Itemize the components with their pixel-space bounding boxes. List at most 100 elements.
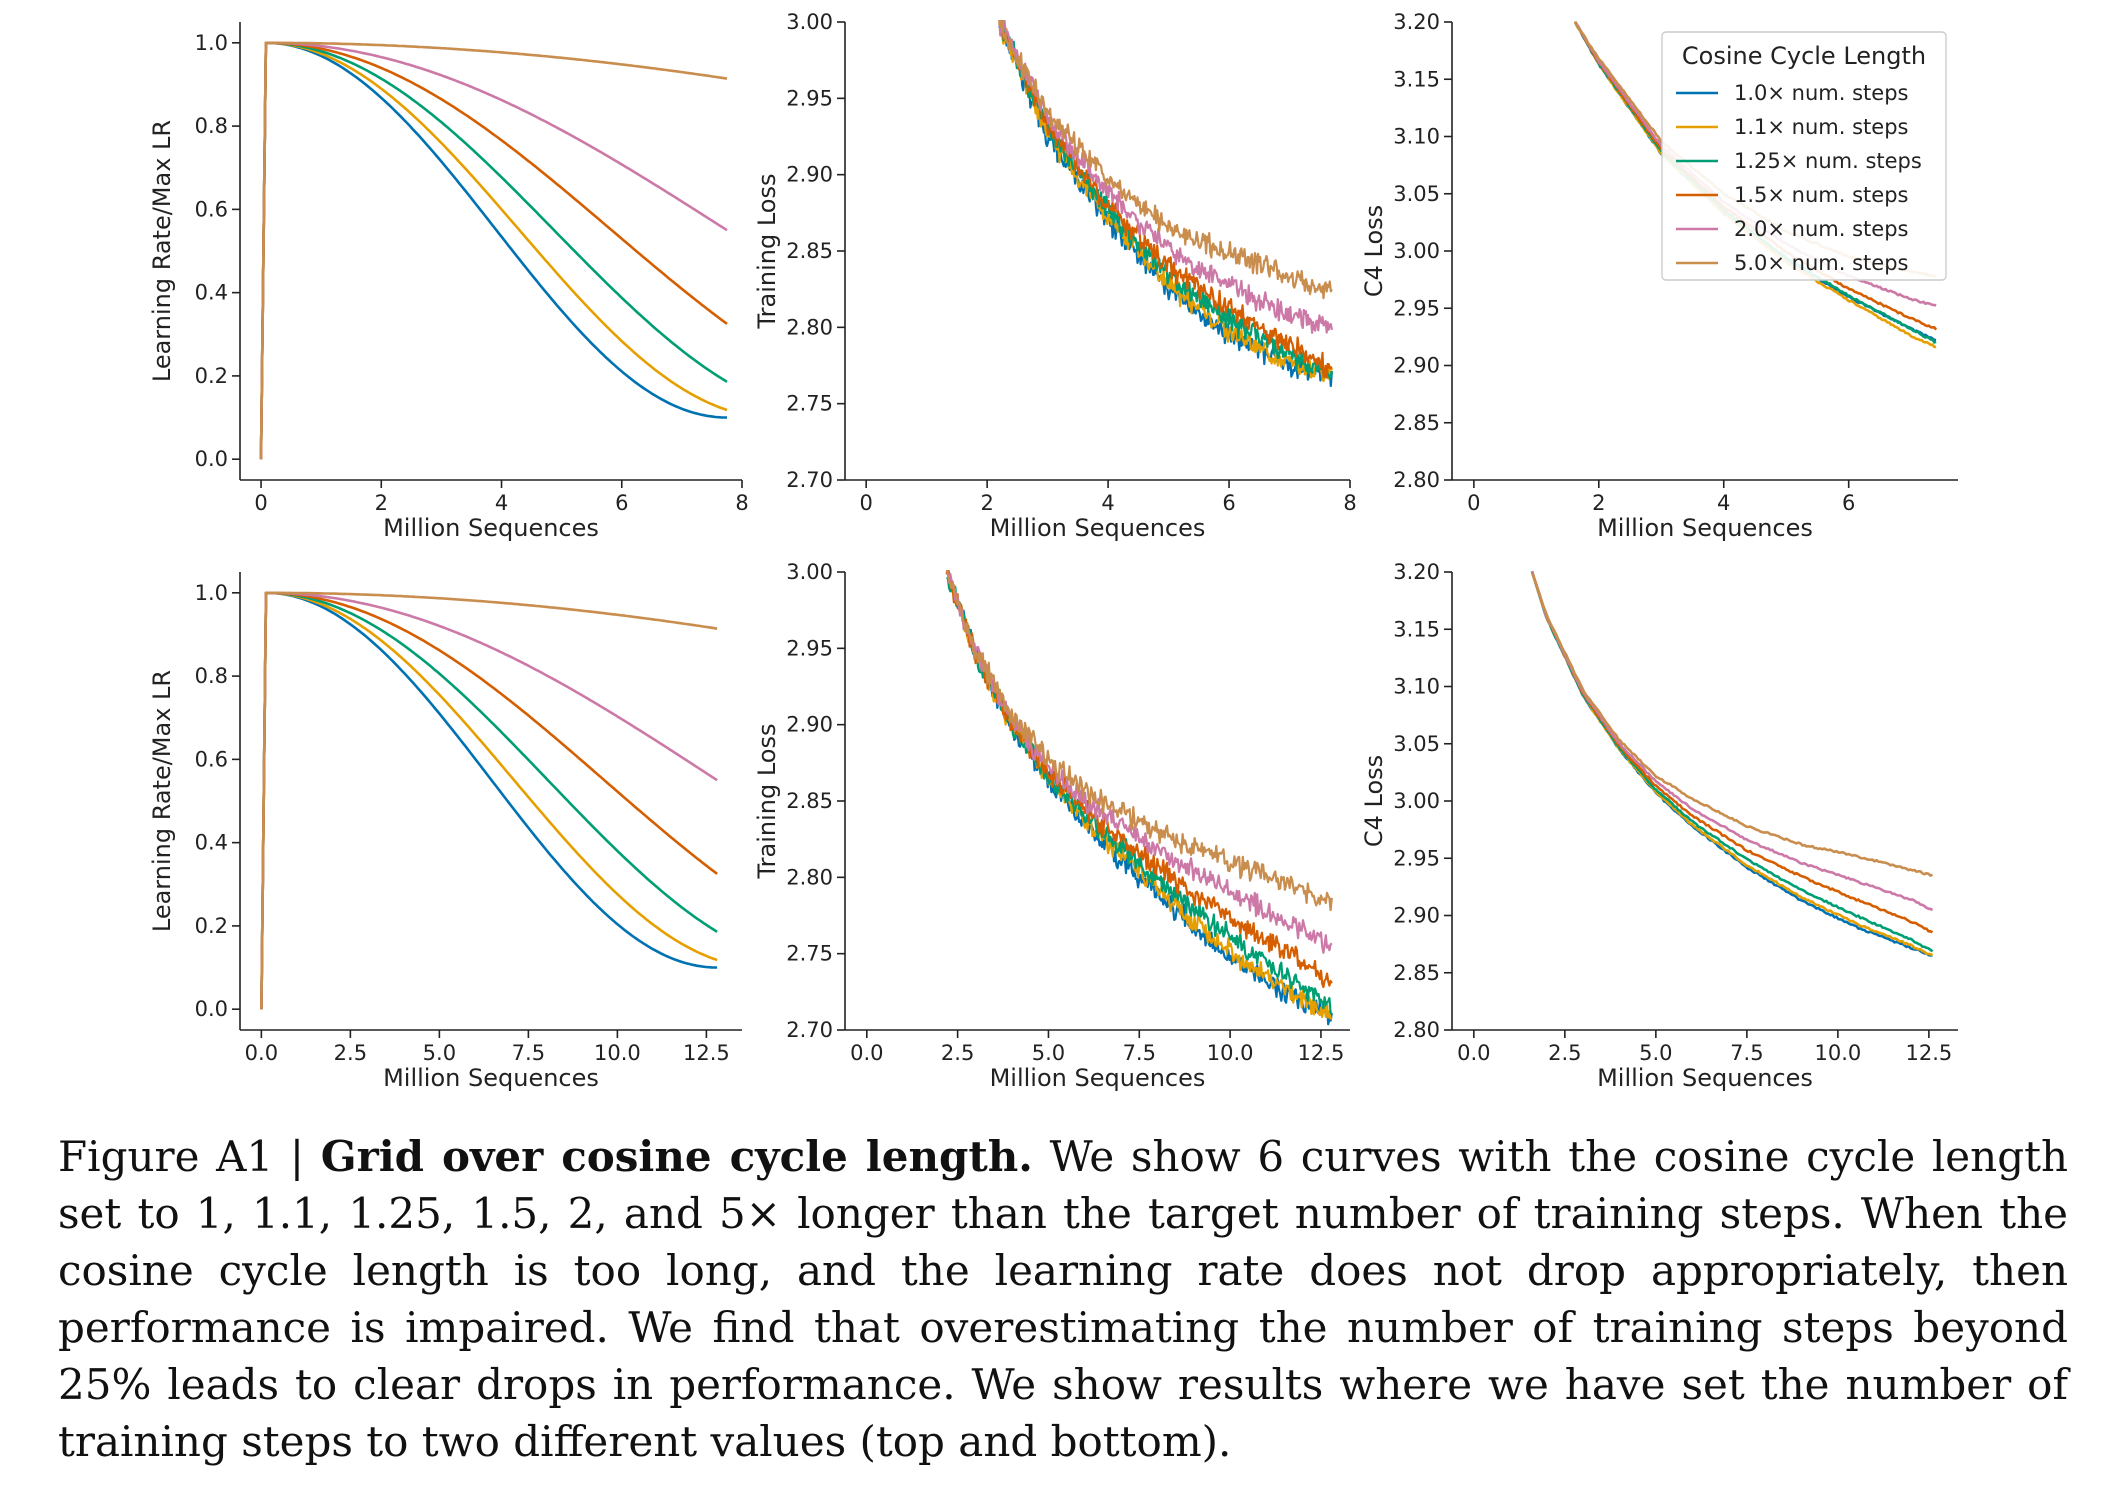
y-tick-label: 3.00 — [786, 10, 833, 34]
x-tick-label: 8 — [1343, 491, 1356, 515]
chart-panel-6: 2.80 2.85 2.90 2.95 3.00 3.05 3.10 3.15 3.20 0.0 2… — [1360, 560, 1958, 1092]
x-tick-label: 5.0 — [1032, 1041, 1065, 1065]
legend-entry: 2.0× num. steps — [1734, 217, 1908, 241]
x-tick-label: 10.0 — [1814, 1041, 1861, 1065]
x-tick-label: 7.5 — [512, 1041, 545, 1065]
series-line-4 — [945, 570, 1333, 989]
x-tick-label: 10.0 — [1207, 1041, 1254, 1065]
series-line-3 — [998, 20, 1333, 380]
y-tick-label: 2.95 — [786, 86, 833, 110]
series-line-2 — [259, 41, 728, 460]
x-tick-label: 4 — [1101, 491, 1114, 515]
legend-title: Cosine Cycle Length — [1682, 42, 1926, 70]
chart-panel-3: 2.80 2.85 2.90 2.95 3.00 3.05 3.10 3.15 3.20 0 2 4 6… — [1360, 10, 1958, 542]
y-tick-label: 2.85 — [786, 789, 833, 813]
y-tick-label: 0.6 — [195, 747, 228, 771]
x-tick-label: 0 — [1467, 491, 1480, 515]
x-tick-label: 2.5 — [334, 1041, 367, 1065]
y-tick-label: 2.95 — [1393, 846, 1440, 870]
series-line-6 — [946, 570, 1333, 912]
y-tick-label: 2.75 — [786, 942, 833, 966]
x-axis-label: Million Sequences — [383, 1064, 599, 1092]
y-tick-label: 0.0 — [195, 997, 228, 1021]
chart-panel-5: 2.70 2.75 2.80 2.85 2.90 2.95 3.00 0.0 2.5 5.0 7.5… — [753, 560, 1350, 1092]
y-axis-label: Learning Rate/Max LR — [148, 670, 176, 932]
series-line-6 — [260, 591, 718, 1010]
y-tick-label: 3.05 — [1393, 182, 1440, 206]
x-axis-label: Million Sequences — [1597, 514, 1813, 542]
series-line-3 — [1530, 570, 1934, 953]
y-tick-label: 3.15 — [1393, 67, 1440, 91]
y-tick-label: 2.75 — [786, 392, 833, 416]
series-line-3 — [945, 576, 1333, 1015]
series-line-6 — [1530, 571, 1934, 877]
y-tick-label: 3.00 — [1393, 789, 1440, 813]
x-tick-label: 2 — [375, 491, 388, 515]
legend-entry: 1.25× num. steps — [1734, 149, 1922, 173]
x-tick-label: 2 — [1592, 491, 1605, 515]
caption-text: We show 6 curves with the cosine cycle l… — [58, 1132, 2069, 1466]
y-tick-label: 0.2 — [195, 914, 228, 938]
figure-grid: 0.0 0.2 0.4 0.6 0.8 1.0 0 2 4 6 8 Million Sequences… — [148, 10, 1958, 1092]
y-tick-label: 0.8 — [195, 664, 228, 688]
x-tick-label: 12.5 — [1298, 1041, 1345, 1065]
series-line-1 — [1530, 571, 1933, 957]
series-line-5 — [260, 591, 718, 1010]
y-tick-label: 2.80 — [786, 865, 833, 889]
y-tick-label: 2.85 — [786, 239, 833, 263]
x-axis-label: Million Sequences — [1597, 1064, 1813, 1092]
x-tick-label: 5.0 — [423, 1041, 456, 1065]
series-line-2 — [260, 591, 718, 1010]
chart-panel-2: 2.70 2.75 2.80 2.85 2.90 2.95 3.00 0 2 4 6 8 Million… — [753, 10, 1357, 542]
caption-label: Figure A1 | — [58, 1132, 321, 1181]
x-tick-label: 2 — [980, 491, 993, 515]
y-tick-label: 2.70 — [786, 1018, 833, 1042]
series-group — [260, 591, 718, 1010]
y-tick-label: 2.95 — [786, 636, 833, 660]
y-tick-label: 2.90 — [786, 163, 833, 187]
x-tick-label: 0.0 — [1457, 1041, 1490, 1065]
x-tick-label: 0.0 — [850, 1041, 883, 1065]
series-line-4 — [1530, 571, 1934, 934]
series-group — [998, 20, 1333, 388]
y-tick-label: 0.6 — [195, 197, 228, 221]
x-tick-label: 7.5 — [1123, 1041, 1156, 1065]
y-tick-label: 0.0 — [195, 447, 228, 471]
x-tick-label: 4 — [495, 491, 508, 515]
x-tick-label: 6 — [1222, 491, 1235, 515]
x-tick-label: 0.0 — [245, 1041, 278, 1065]
y-tick-label: 2.70 — [786, 468, 833, 492]
y-axis-label: Training Loss — [753, 174, 781, 330]
y-axis-label: Training Loss — [753, 724, 781, 880]
x-tick-label: 0 — [254, 491, 267, 515]
y-tick-label: 0.8 — [195, 114, 228, 138]
x-axis-label: Million Sequences — [990, 514, 1206, 542]
series-line-1 — [260, 591, 718, 1010]
x-tick-label: 2.5 — [1548, 1041, 1581, 1065]
y-tick-label: 3.10 — [1393, 675, 1440, 699]
y-axis-label: C4 Loss — [1360, 205, 1388, 297]
y-tick-label: 2.90 — [1393, 354, 1440, 378]
series-group — [1530, 570, 1934, 957]
y-axis-label: C4 Loss — [1360, 755, 1388, 847]
y-tick-label: 3.05 — [1393, 732, 1440, 756]
x-axis-label: Million Sequences — [383, 514, 599, 542]
x-tick-label: 7.5 — [1730, 1041, 1763, 1065]
legend-entry: 1.0× num. steps — [1734, 81, 1908, 105]
y-tick-label: 1.0 — [195, 581, 228, 605]
y-tick-label: 2.85 — [1393, 961, 1440, 985]
y-tick-label: 3.20 — [1393, 10, 1440, 34]
legend-entry: 1.1× num. steps — [1734, 115, 1908, 139]
chart-legend: Cosine Cycle Length 1.0× num. steps 1.1× n… — [1661, 31, 1947, 281]
figure-caption: Figure A1 | Grid over cosine cycle lengt… — [58, 1128, 2068, 1470]
x-tick-label: 5.0 — [1639, 1041, 1672, 1065]
series-line-6 — [998, 20, 1333, 300]
y-tick-label: 0.4 — [195, 831, 228, 855]
x-axis-label: Million Sequences — [990, 1064, 1206, 1092]
y-tick-label: 0.2 — [195, 364, 228, 388]
series-group — [259, 41, 728, 460]
series-line-3 — [260, 591, 718, 1010]
y-tick-label: 0.4 — [195, 281, 228, 305]
legend-entry: 5.0× num. steps — [1734, 251, 1908, 275]
series-line-5 — [1530, 570, 1934, 912]
